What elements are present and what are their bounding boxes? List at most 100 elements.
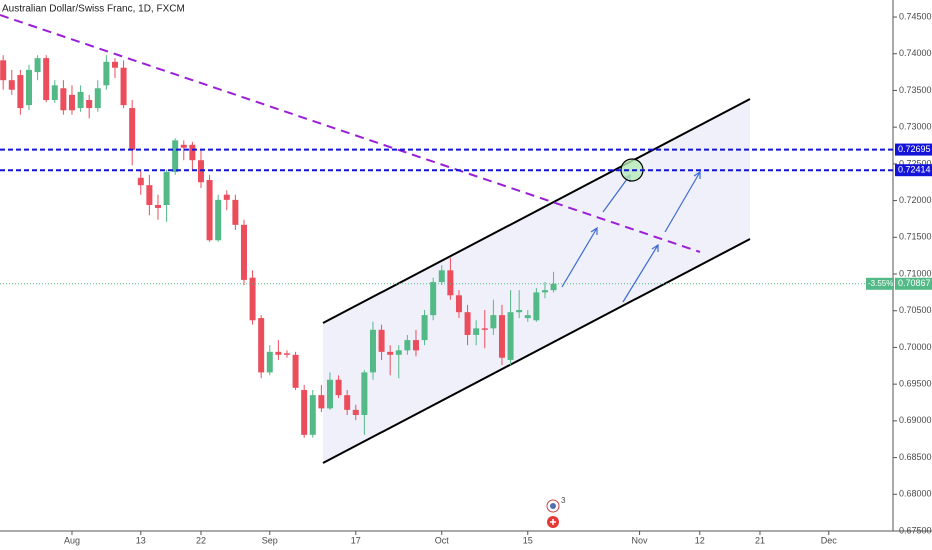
candle-body — [404, 340, 411, 351]
change-box — [866, 277, 894, 290]
candle-body — [464, 312, 471, 335]
candle-body — [318, 395, 325, 409]
candle-body — [232, 199, 239, 225]
x-tick-label: Dec — [821, 535, 838, 545]
candle-body — [189, 144, 196, 161]
x-tick-label: Sep — [262, 535, 278, 545]
y-tick-label: 0.69000 — [899, 415, 932, 425]
candle-body — [77, 91, 84, 109]
candle-body — [180, 144, 187, 148]
candle-body — [154, 204, 161, 208]
chart-title: Australian Dollar/Swiss Franc, 1D, FXCM — [2, 4, 185, 15]
y-tick-label: 0.73000 — [899, 122, 932, 132]
candle-body — [68, 94, 75, 111]
y-tick-label: 0.72000 — [899, 195, 932, 205]
channel-lower — [322, 238, 751, 464]
y-tick-label: 0.74500 — [899, 11, 932, 21]
candle-body — [335, 379, 342, 396]
event-icons[interactable]: 3 — [546, 496, 566, 528]
x-tick-label: 12 — [695, 535, 705, 545]
candle-body — [94, 88, 101, 109]
candle-body — [455, 295, 462, 313]
y-tick-label: 0.71500 — [899, 232, 932, 242]
y-tick-label: 0.69500 — [899, 379, 932, 389]
trend-line — [0, 14, 701, 253]
candle-body — [223, 194, 230, 200]
candle-body — [378, 329, 385, 352]
y-tick-label: 0.68500 — [899, 452, 932, 462]
candle-body — [17, 75, 24, 109]
arrow — [622, 243, 659, 303]
candle-body — [215, 199, 222, 241]
x-tick-label: Oct — [435, 535, 450, 545]
y-tick-label: 0.73500 — [899, 85, 932, 95]
y-tick-label: 0.72500 — [899, 158, 932, 168]
x-tick-label: Aug — [64, 535, 80, 545]
last-price-label: 0.70867 — [898, 278, 931, 288]
candle-body — [507, 312, 514, 360]
candle-body — [524, 315, 531, 319]
candle-body — [43, 58, 50, 101]
candle-body — [129, 108, 136, 150]
y-tick-label: 0.70000 — [899, 342, 932, 352]
x-tick-label: 13 — [136, 535, 146, 545]
arrow — [561, 226, 598, 288]
channel-upper — [322, 98, 751, 324]
candle-body — [344, 395, 351, 410]
x-tick-label: 22 — [196, 535, 206, 545]
candle-body — [86, 100, 93, 109]
channel-fill — [323, 99, 750, 463]
candle-body — [369, 329, 376, 373]
candle-body — [481, 328, 488, 330]
candle-body — [309, 395, 316, 435]
candle-body — [395, 350, 402, 355]
candle-body — [8, 80, 15, 90]
x-tick-label: 17 — [351, 535, 361, 545]
event-count: 3 — [561, 496, 566, 505]
candle-body — [326, 379, 333, 409]
candle-body — [240, 224, 247, 280]
candle-body — [447, 270, 454, 296]
candle-body — [430, 282, 437, 316]
candle-body — [25, 69, 32, 106]
candle-body — [541, 290, 548, 293]
x-tick-label: Nov — [632, 535, 649, 545]
candle-body — [146, 185, 153, 205]
candle-body — [197, 160, 204, 183]
candle-body — [249, 277, 256, 321]
change-label: -3.55% — [868, 279, 893, 288]
candle-body — [533, 292, 540, 321]
candle-body — [163, 171, 170, 205]
candle-body — [301, 390, 308, 435]
add-icon-cross — [550, 519, 556, 525]
last-price-box — [895, 277, 932, 290]
arrows — [561, 170, 701, 303]
plot-area — [0, 55, 557, 438]
candle-body — [0, 60, 7, 81]
candle-body — [352, 409, 359, 415]
candle-body — [137, 177, 144, 186]
candle-body — [258, 318, 265, 373]
level-label: 0.72695 — [898, 144, 931, 154]
level-label-box — [895, 164, 932, 177]
event-flag — [550, 503, 556, 509]
candle-body — [498, 315, 505, 358]
x-tick-label: 21 — [755, 535, 765, 545]
level-label: 0.72414 — [898, 165, 931, 175]
y-tick-label: 0.74000 — [899, 48, 932, 58]
candle-body — [103, 61, 110, 86]
candle-body — [421, 315, 428, 341]
y-tick-label: 0.70500 — [899, 305, 932, 315]
candle-body — [473, 328, 480, 335]
x-tick-label: 15 — [523, 535, 533, 545]
candle-body — [120, 67, 127, 106]
candle-body — [412, 340, 419, 351]
candle-body — [516, 309, 523, 313]
candle-body — [438, 270, 445, 283]
candle-body — [51, 85, 58, 101]
candle-body — [111, 61, 118, 68]
candle-body — [266, 351, 273, 373]
arrow — [664, 170, 701, 233]
candle-body — [172, 140, 179, 172]
